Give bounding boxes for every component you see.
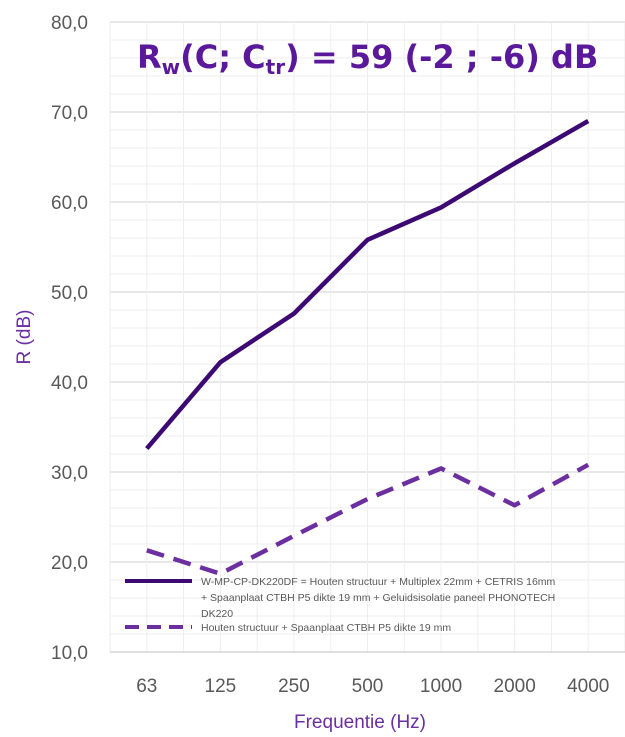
series-group [145,119,590,576]
rating-sub-w: w [162,55,180,79]
y-tick-label: 20,0 [51,553,88,574]
y-tick-label: 60,0 [51,193,88,214]
series-line-2 [146,462,590,576]
rating-close: ) = 59 (-2 ; -6) dB [285,38,598,76]
rating-r: R [137,38,162,76]
y-tick-label: 30,0 [51,463,88,484]
x-tick-label: 250 [278,676,310,697]
rating-sub-tr: tr [266,55,286,79]
y-tick-label: 70,0 [51,103,88,124]
y-axis-label: R (dB) [14,310,35,365]
legend-label-series-1-line-2: + Spaanplaat CTBH P5 dikte 19 mm + Gelui… [201,592,555,604]
x-tick-label: 1000 [420,676,462,697]
x-tick-label: 4000 [567,676,609,697]
rating-open: (C; C [180,38,266,76]
x-tick-label: 2000 [494,676,536,697]
y-tick-label: 50,0 [51,283,88,304]
legend-label-series-1-line-1: W-MP-CP-DK220DF = Houten structuur + Mul… [201,576,556,588]
y-tick-label: 10,0 [51,643,88,664]
x-tick-label: 125 [205,676,237,697]
legend: W-MP-CP-DK220DF = Houten structuur + Mul… [125,576,556,634]
x-axis-label: Frequentie (Hz) [294,712,426,733]
series-line-1 [145,119,590,451]
x-tick-label: 500 [352,676,384,697]
legend-label-series-1-line-3: DK220 [201,608,233,620]
x-tick-label: 63 [136,676,157,697]
y-tick-label: 80,0 [51,13,88,34]
gridlines [109,21,625,653]
x-axis-ticks: 63 125 250 500 1000 2000 4000 [136,676,609,697]
y-axis-ticks: 10,0 20,0 30,0 40,0 50,0 60,0 70,0 80,0 [51,13,88,664]
legend-label-series-2: Houten structuur + Spaanplaat CTBH P5 di… [201,622,451,634]
rating-text: Rw(C; Ctr) = 59 (-2 ; -6) dB [137,38,598,79]
y-tick-label: 40,0 [51,373,88,394]
